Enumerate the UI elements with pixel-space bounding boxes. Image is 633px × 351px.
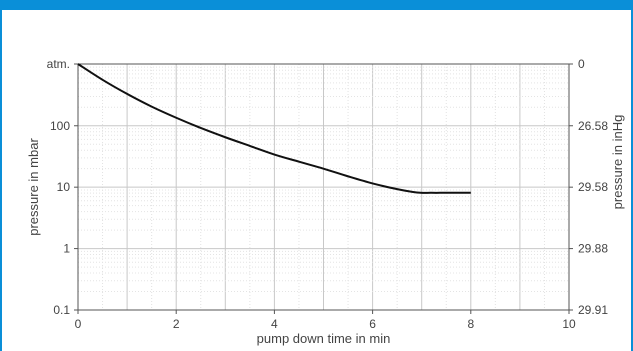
y2-tick-label: 29.58 [578, 180, 608, 194]
y-tick-label: atm. [47, 57, 70, 71]
y2-axis-label: pressure in inHg [610, 115, 625, 210]
x-axis-label: pump down time in min [257, 331, 391, 346]
y-tick-label: 1 [63, 242, 70, 256]
y-tick-label: 0.1 [53, 303, 70, 317]
series-group [77, 63, 471, 194]
x-tick-label: 2 [173, 317, 180, 331]
y-tick-label: 100 [50, 119, 70, 133]
y2-tick-label: 29.91 [578, 303, 608, 317]
x-tick-label: 8 [467, 317, 474, 331]
x-tick-label: 4 [271, 317, 278, 331]
y2-tick-label: 26.58 [578, 119, 608, 133]
x-tick-label: 10 [562, 317, 576, 331]
grid [77, 64, 570, 311]
pressure-curve [77, 63, 471, 194]
x-tick-label: 6 [369, 317, 376, 331]
y2-tick-label: 29.88 [578, 242, 608, 256]
y2-tick-label: 0 [578, 57, 585, 71]
ticks: 0 2 4 6 8 10 atm. 100 10 1 0.1 0 26.58 29.58 29.88 29.9… [47, 57, 609, 331]
header-bar [0, 0, 633, 10]
y-tick-label: 10 [57, 180, 71, 194]
x-tick-label: 0 [75, 317, 82, 331]
y-axis-label: pressure in mbar [26, 138, 41, 236]
